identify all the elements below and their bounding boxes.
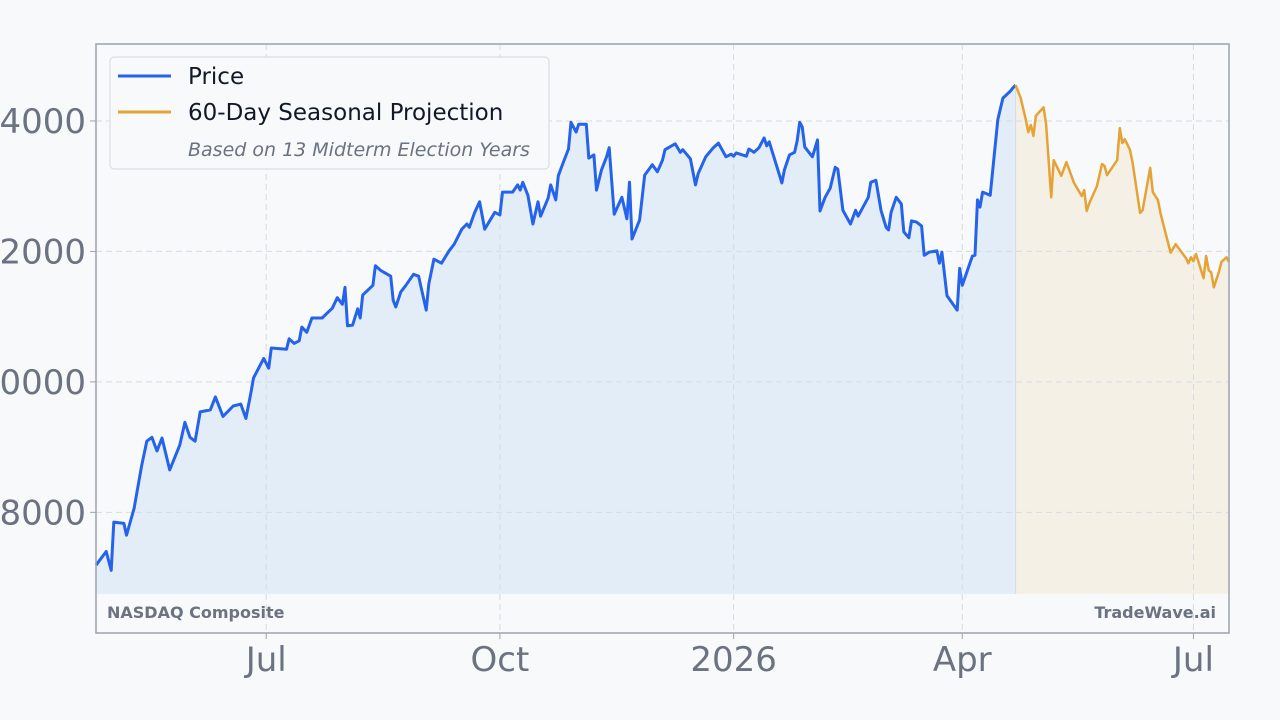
watermark-right: TradeWave.ai — [1094, 603, 1216, 622]
y-tick-label: 22000 — [0, 232, 86, 272]
y-tick-label: 24000 — [0, 102, 86, 142]
x-axis: Jul Oct 2026 Apr Jul — [244, 633, 1214, 680]
x-tick-label: Oct — [471, 640, 530, 680]
series-line-price — [94, 84, 1017, 572]
series-lines — [94, 84, 1231, 572]
x-tick-label: Apr — [933, 640, 992, 680]
gridlines — [96, 44, 1229, 633]
x-tick-label: Jul — [244, 640, 287, 680]
legend-label-price: Price — [188, 64, 244, 90]
area-fills — [96, 85, 1229, 594]
x-tick-label: Jul — [1171, 640, 1214, 680]
legend-label-projection: 60-Day Seasonal Projection — [188, 100, 503, 126]
legend-note: Based on 13 Midterm Election Years — [188, 139, 530, 161]
legend[interactable]: Price 60-Day Seasonal Projection Based o… — [109, 56, 550, 170]
plot-frame — [95, 43, 1230, 634]
series-line-projection — [1014, 84, 1231, 289]
y-tick-label: 18000 — [0, 493, 86, 533]
x-tick-label: 2026 — [690, 640, 777, 680]
legend-box — [109, 56, 550, 170]
area-fill-projection — [1015, 85, 1229, 594]
area-fill-price — [96, 85, 1016, 594]
watermark-left: NASDAQ Composite — [107, 603, 285, 622]
